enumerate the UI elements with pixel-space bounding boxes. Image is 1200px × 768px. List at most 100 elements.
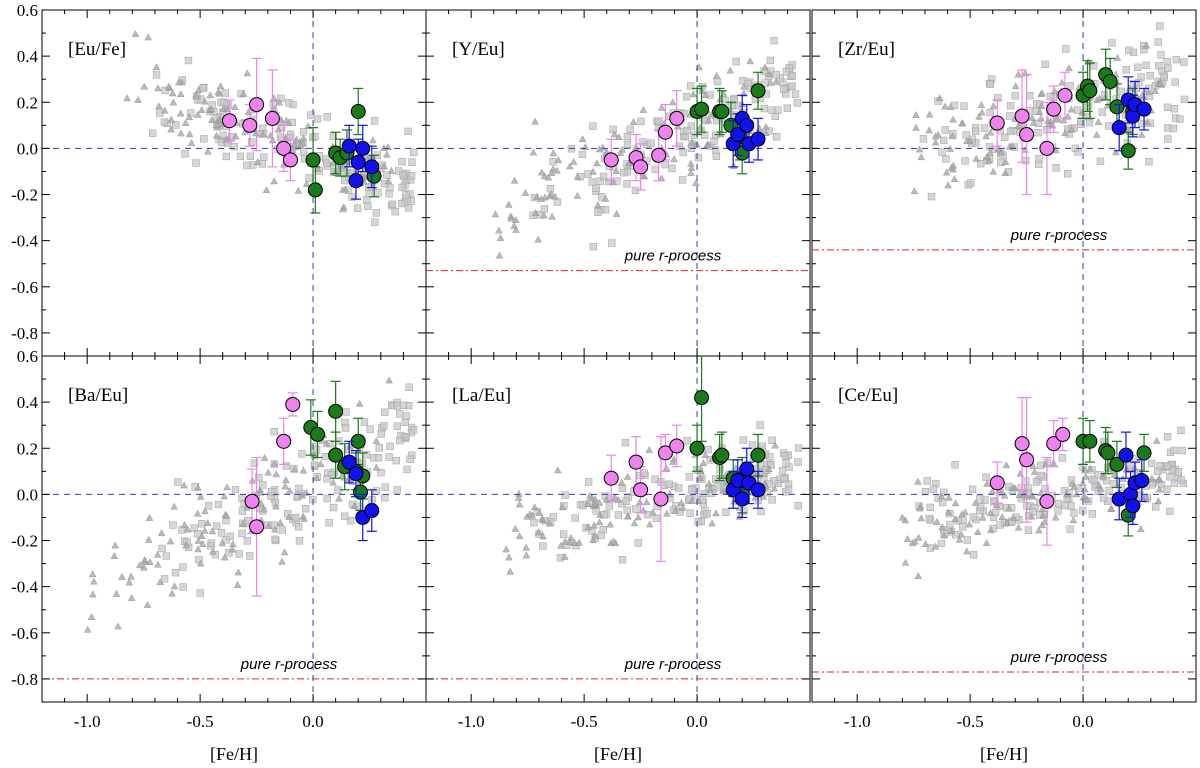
background-triangle	[302, 488, 311, 496]
background-triangle	[614, 496, 623, 503]
background-triangle	[338, 471, 346, 479]
panel-ce-eu: pure r-process -1.0 -0.5 0.0 [Fe/H] [Ce/Eu]	[811, 355, 1197, 764]
background-square	[374, 454, 383, 462]
background-triangle	[915, 504, 924, 512]
background-triangle	[270, 94, 278, 101]
background-square	[1170, 479, 1179, 488]
series-pink	[989, 396, 1071, 546]
background-triangle	[1037, 102, 1046, 109]
background-triangle	[231, 103, 239, 110]
background-triangle	[134, 96, 142, 103]
panel-eu-fe: -0.8 -0.6 -0.4 -0.2 0.0 0.2 0.4 0.6 [Eu/Fe]	[11, 1, 427, 357]
background-square	[592, 184, 600, 192]
background-square	[778, 467, 787, 475]
background-square	[1156, 22, 1164, 30]
background-triangle	[204, 147, 212, 155]
background-triangle	[903, 535, 912, 542]
background-square	[1066, 82, 1074, 90]
background-triangle	[154, 84, 162, 92]
background-triangle	[154, 560, 162, 568]
background-triangle	[765, 465, 773, 472]
background-triangle	[955, 535, 964, 543]
background-square	[406, 455, 414, 463]
background-square	[618, 556, 627, 564]
background-triangle	[950, 175, 959, 182]
background-triangle	[253, 158, 262, 165]
background-square	[794, 458, 802, 466]
background-triangle	[313, 474, 321, 482]
background-square	[688, 486, 696, 494]
background-square	[399, 401, 408, 409]
series-blue	[1111, 431, 1150, 525]
background-square	[780, 475, 788, 483]
data-point-pink	[1057, 87, 1073, 103]
background-triangle	[218, 539, 227, 547]
background-square	[1122, 66, 1130, 74]
background-square	[236, 152, 245, 161]
background-square	[963, 536, 972, 544]
series-blue	[725, 94, 766, 168]
background-square	[354, 204, 362, 212]
panel-label: [Eu/Fe]	[68, 39, 126, 60]
background-triangle	[591, 531, 599, 539]
background-square	[1096, 157, 1105, 165]
panel-la-eu: pure r-process -1.0 -0.5 0.0 [Fe/H] [La/Eu]	[425, 355, 811, 764]
background-triangle	[561, 537, 569, 545]
background-triangle	[706, 485, 714, 493]
background-triangle	[182, 541, 190, 549]
background-square	[363, 196, 371, 204]
background-square	[929, 485, 938, 493]
background-square	[1180, 58, 1188, 66]
x-tick-label: -0.5	[571, 712, 598, 731]
background-triangle	[1097, 485, 1105, 493]
panel-frame	[811, 9, 1197, 357]
background-triangle	[649, 508, 657, 516]
background-square	[794, 444, 803, 452]
background-triangle	[530, 503, 539, 511]
data-point-green	[1102, 74, 1118, 90]
data-point-blue	[734, 491, 750, 507]
background-triangle	[1000, 491, 1009, 499]
background-triangle	[239, 90, 248, 97]
background-triangle	[1022, 492, 1030, 500]
background-square	[222, 152, 231, 161]
background-triangle	[1086, 464, 1094, 472]
background-triangle	[144, 535, 153, 543]
panel-frame	[811, 355, 1197, 703]
data-point-pink	[1014, 108, 1030, 124]
background-triangle	[678, 503, 687, 511]
background-triangle	[1058, 78, 1066, 86]
background-square	[1180, 95, 1189, 104]
background-triangle	[569, 157, 578, 165]
background-square	[225, 549, 233, 557]
data-point-green	[352, 484, 368, 500]
background-triangle	[708, 519, 716, 527]
panel-label: [Ce/Eu]	[838, 385, 898, 406]
data-point-pink	[989, 475, 1005, 491]
background-triangle	[505, 553, 513, 561]
background-square	[584, 478, 593, 486]
background-triangle	[589, 167, 597, 175]
background-square	[740, 507, 748, 515]
background-triangle	[346, 442, 355, 450]
background-square	[599, 526, 607, 534]
data-point-pink	[657, 445, 673, 461]
background-triangle	[537, 168, 546, 176]
background-square	[1099, 494, 1108, 502]
background-triangle	[1081, 485, 1089, 493]
background-square	[323, 494, 331, 503]
axis-ticks	[425, 9, 811, 356]
background-triangle	[925, 126, 933, 134]
background-triangle	[198, 539, 207, 547]
data-point-pink	[1014, 436, 1030, 452]
background-triangle	[270, 525, 279, 533]
background-square	[1164, 135, 1172, 143]
background-triangle	[1069, 516, 1078, 524]
background-square	[200, 135, 208, 143]
y-tick-label: -0.4	[11, 232, 38, 251]
background-square	[386, 442, 394, 451]
background-triangle	[975, 112, 983, 120]
background-triangle	[941, 102, 949, 110]
background-triangle	[299, 134, 308, 142]
background-square	[960, 102, 968, 110]
